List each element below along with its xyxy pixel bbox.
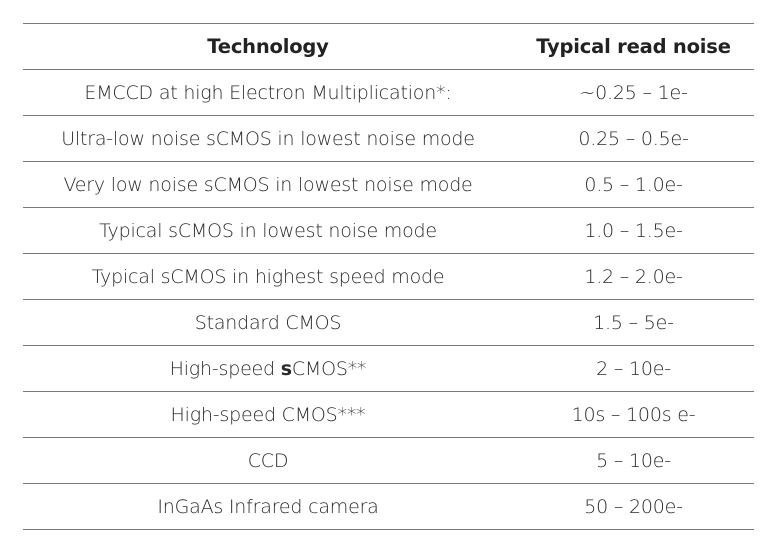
- technology-bold-s: s: [280, 357, 292, 380]
- table-row: CCD 5 – 10e-: [23, 438, 754, 484]
- technology-cell: CCD: [247, 449, 289, 472]
- read-noise-cell: 50 – 200e-: [584, 495, 683, 518]
- read-noise-cell: 1.2 – 2.0e-: [584, 265, 683, 288]
- technology-cell: Typical sCMOS in highest speed mode: [91, 265, 445, 288]
- technology-cell: High-speed CMOS***: [170, 403, 366, 426]
- read-noise-cell: 5 – 10e-: [596, 449, 671, 472]
- technology-suffix: CMOS**: [291, 357, 367, 380]
- header-read-noise: Typical read noise: [536, 35, 731, 58]
- table-row: Ultra-low noise sCMOS in lowest noise mo…: [23, 116, 754, 162]
- technology-cell: EMCCD at high Electron Multiplication*:: [84, 81, 452, 104]
- table-row: Typical sCMOS in highest speed mode 1.2 …: [23, 254, 754, 300]
- technology-cell: Typical sCMOS in lowest noise mode: [99, 219, 437, 242]
- table-header-row: Technology Typical read noise: [23, 24, 754, 70]
- table-row: Typical sCMOS in lowest noise mode 1.0 –…: [23, 208, 754, 254]
- table-row: High-speed sCMOS** 2 – 10e-: [23, 346, 754, 392]
- read-noise-cell: 10s – 100s e-: [571, 403, 696, 426]
- technology-cell: Standard CMOS: [194, 311, 342, 334]
- read-noise-cell: ~0.25 – 1e-: [579, 81, 688, 104]
- read-noise-cell: 1.5 – 5e-: [593, 311, 674, 334]
- technology-cell: High-speed sCMOS**: [23, 358, 513, 380]
- technology-cell: InGaAs Infrared camera: [157, 495, 379, 518]
- read-noise-cell: 0.5 – 1.0e-: [584, 173, 683, 196]
- table-row: Standard CMOS 1.5 – 5e-: [23, 300, 754, 346]
- read-noise-cell: 1.0 – 1.5e-: [584, 219, 683, 242]
- table-row: Very low noise sCMOS in lowest noise mod…: [23, 162, 754, 208]
- table-row: EMCCD at high Electron Multiplication*: …: [23, 70, 754, 116]
- technology-cell: Ultra-low noise sCMOS in lowest noise mo…: [61, 127, 475, 150]
- read-noise-cell: 0.25 – 0.5e-: [578, 127, 689, 150]
- table-row: High-speed CMOS*** 10s – 100s e-: [23, 392, 754, 438]
- read-noise-cell: 2 – 10e-: [596, 357, 671, 380]
- read-noise-table: Technology Typical read noise EMCCD at h…: [23, 23, 754, 530]
- header-technology: Technology: [207, 35, 329, 58]
- technology-prefix: High-speed: [169, 357, 281, 380]
- table-row: InGaAs Infrared camera 50 – 200e-: [23, 484, 754, 530]
- technology-cell: Very low noise sCMOS in lowest noise mod…: [63, 173, 473, 196]
